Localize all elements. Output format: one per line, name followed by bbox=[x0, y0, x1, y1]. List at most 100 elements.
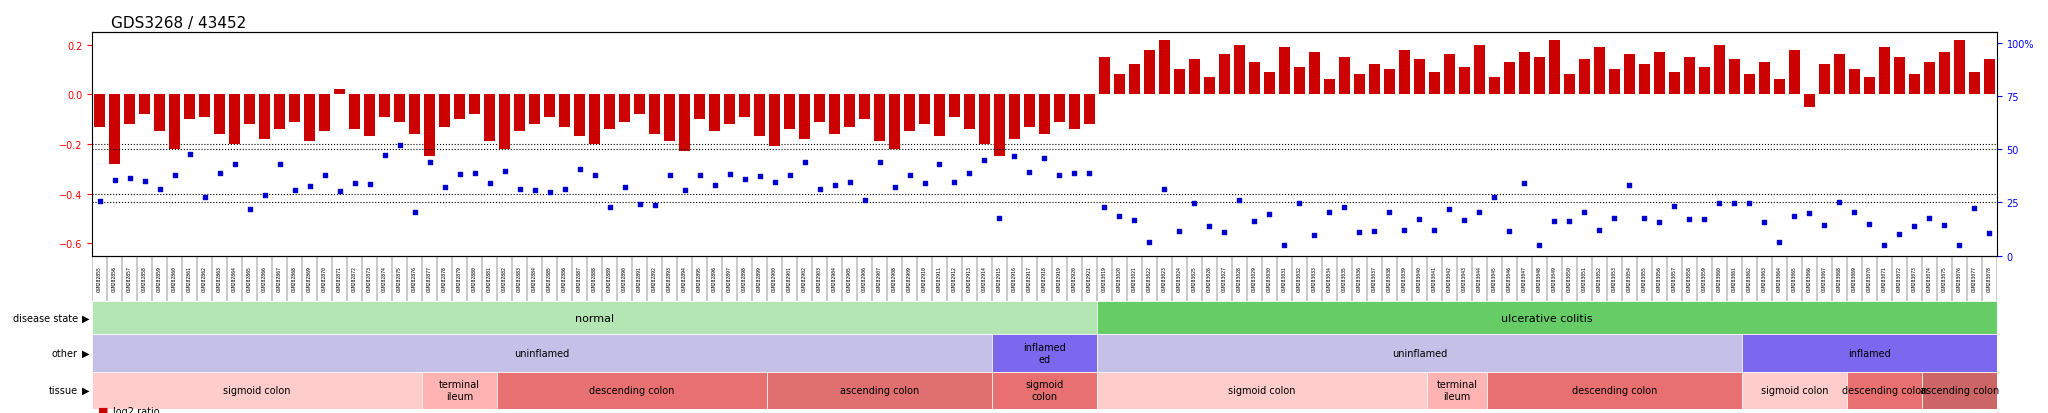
Text: GSM282900: GSM282900 bbox=[772, 266, 776, 292]
Text: GSM282921: GSM282921 bbox=[1087, 266, 1092, 292]
Point bbox=[1792, 199, 1825, 206]
Point bbox=[1178, 228, 1210, 234]
FancyBboxPatch shape bbox=[768, 372, 991, 409]
Text: GSM282907: GSM282907 bbox=[877, 266, 883, 292]
Point bbox=[1524, 214, 1556, 220]
Point bbox=[1403, 207, 1436, 214]
Point bbox=[309, 214, 342, 221]
Point bbox=[803, 173, 836, 179]
Point bbox=[1688, 232, 1720, 239]
Point bbox=[1823, 216, 1855, 222]
Point bbox=[788, 201, 821, 208]
Point bbox=[1808, 212, 1841, 219]
Point bbox=[1149, 221, 1182, 228]
Text: GSM282897: GSM282897 bbox=[727, 266, 731, 292]
Bar bbox=[920, 95, 930, 125]
Text: GSM282862: GSM282862 bbox=[203, 266, 207, 292]
Text: GSM282919: GSM282919 bbox=[1057, 266, 1063, 292]
FancyBboxPatch shape bbox=[1098, 335, 1743, 372]
FancyBboxPatch shape bbox=[1743, 335, 1997, 372]
Bar bbox=[965, 95, 975, 130]
Text: GSM282912: GSM282912 bbox=[952, 266, 956, 292]
Bar bbox=[1610, 70, 1620, 95]
Bar bbox=[440, 95, 451, 127]
Text: GSM283062: GSM283062 bbox=[1747, 266, 1751, 292]
Text: terminal
ileum: terminal ileum bbox=[1436, 380, 1477, 401]
Bar bbox=[905, 95, 915, 132]
Point bbox=[1434, 196, 1466, 202]
Text: sigmoid colon: sigmoid colon bbox=[1761, 385, 1829, 395]
Text: GSM283077: GSM283077 bbox=[1972, 266, 1976, 292]
Bar bbox=[1235, 45, 1245, 95]
Text: GSM282874: GSM282874 bbox=[383, 266, 387, 292]
Point bbox=[143, 180, 176, 187]
Text: GSM283043: GSM283043 bbox=[1462, 266, 1466, 292]
Point bbox=[174, 176, 207, 183]
Text: GSM282868: GSM282868 bbox=[293, 266, 297, 292]
Point bbox=[1659, 210, 1692, 216]
Point bbox=[729, 198, 762, 205]
Bar bbox=[1624, 55, 1634, 95]
Point bbox=[428, 168, 461, 175]
Point bbox=[563, 168, 596, 175]
Bar bbox=[979, 95, 989, 145]
Text: GSM282869: GSM282869 bbox=[307, 266, 311, 292]
Point bbox=[1253, 223, 1286, 230]
Bar bbox=[844, 95, 854, 127]
Text: GSM282914: GSM282914 bbox=[981, 266, 987, 292]
Text: sigmoid colon: sigmoid colon bbox=[223, 385, 291, 395]
Text: ascending colon: ascending colon bbox=[840, 385, 920, 395]
Point bbox=[248, 183, 281, 190]
Point bbox=[924, 160, 956, 167]
Point bbox=[834, 170, 866, 176]
Text: GSM282909: GSM282909 bbox=[907, 266, 911, 292]
Text: ▶: ▶ bbox=[82, 348, 90, 358]
Text: GSM282859: GSM282859 bbox=[158, 266, 162, 292]
Point bbox=[684, 176, 717, 183]
Bar bbox=[860, 95, 870, 120]
Bar bbox=[1069, 95, 1079, 130]
Point bbox=[817, 184, 850, 190]
Text: GSM282911: GSM282911 bbox=[938, 266, 942, 292]
Text: GSM282856: GSM282856 bbox=[113, 266, 117, 292]
Bar bbox=[1145, 50, 1155, 95]
Point bbox=[113, 216, 145, 223]
Bar bbox=[1190, 60, 1200, 95]
Point bbox=[1223, 234, 1255, 241]
Point bbox=[1868, 219, 1901, 226]
FancyBboxPatch shape bbox=[1847, 372, 1921, 409]
Text: GSM282913: GSM282913 bbox=[967, 266, 973, 292]
Text: GSM283066: GSM283066 bbox=[1806, 266, 1812, 292]
Bar bbox=[1593, 48, 1606, 95]
Text: GSM282858: GSM282858 bbox=[141, 266, 147, 292]
FancyBboxPatch shape bbox=[1743, 372, 1847, 409]
Text: GSM283029: GSM283029 bbox=[1251, 266, 1257, 292]
Text: GSM282893: GSM282893 bbox=[668, 266, 672, 292]
Point bbox=[1597, 193, 1630, 200]
Bar bbox=[1458, 68, 1470, 95]
Text: GSM283034: GSM283034 bbox=[1327, 266, 1331, 292]
Text: ■: ■ bbox=[98, 406, 109, 413]
Bar bbox=[1774, 80, 1784, 95]
Point bbox=[1059, 151, 1092, 158]
Point bbox=[1014, 184, 1047, 191]
Bar bbox=[215, 95, 225, 135]
Point bbox=[203, 147, 236, 154]
Text: GSM283032: GSM283032 bbox=[1296, 266, 1303, 292]
Point bbox=[1239, 218, 1272, 225]
Text: GSM283022: GSM283022 bbox=[1147, 266, 1151, 292]
Text: GSM282879: GSM282879 bbox=[457, 266, 463, 292]
Text: GSM283027: GSM283027 bbox=[1223, 266, 1227, 292]
Text: GSM282857: GSM282857 bbox=[127, 266, 133, 292]
Text: GSM283072: GSM283072 bbox=[1896, 266, 1903, 292]
Bar bbox=[889, 95, 899, 150]
Text: GSM283055: GSM283055 bbox=[1642, 266, 1647, 292]
Point bbox=[1133, 216, 1165, 223]
Point bbox=[1778, 191, 1810, 197]
Bar bbox=[1985, 60, 1995, 95]
Text: GSM283037: GSM283037 bbox=[1372, 266, 1376, 292]
Point bbox=[1073, 206, 1106, 213]
Bar bbox=[319, 95, 330, 132]
Text: GSM283036: GSM283036 bbox=[1358, 266, 1362, 292]
Bar bbox=[1219, 55, 1229, 95]
